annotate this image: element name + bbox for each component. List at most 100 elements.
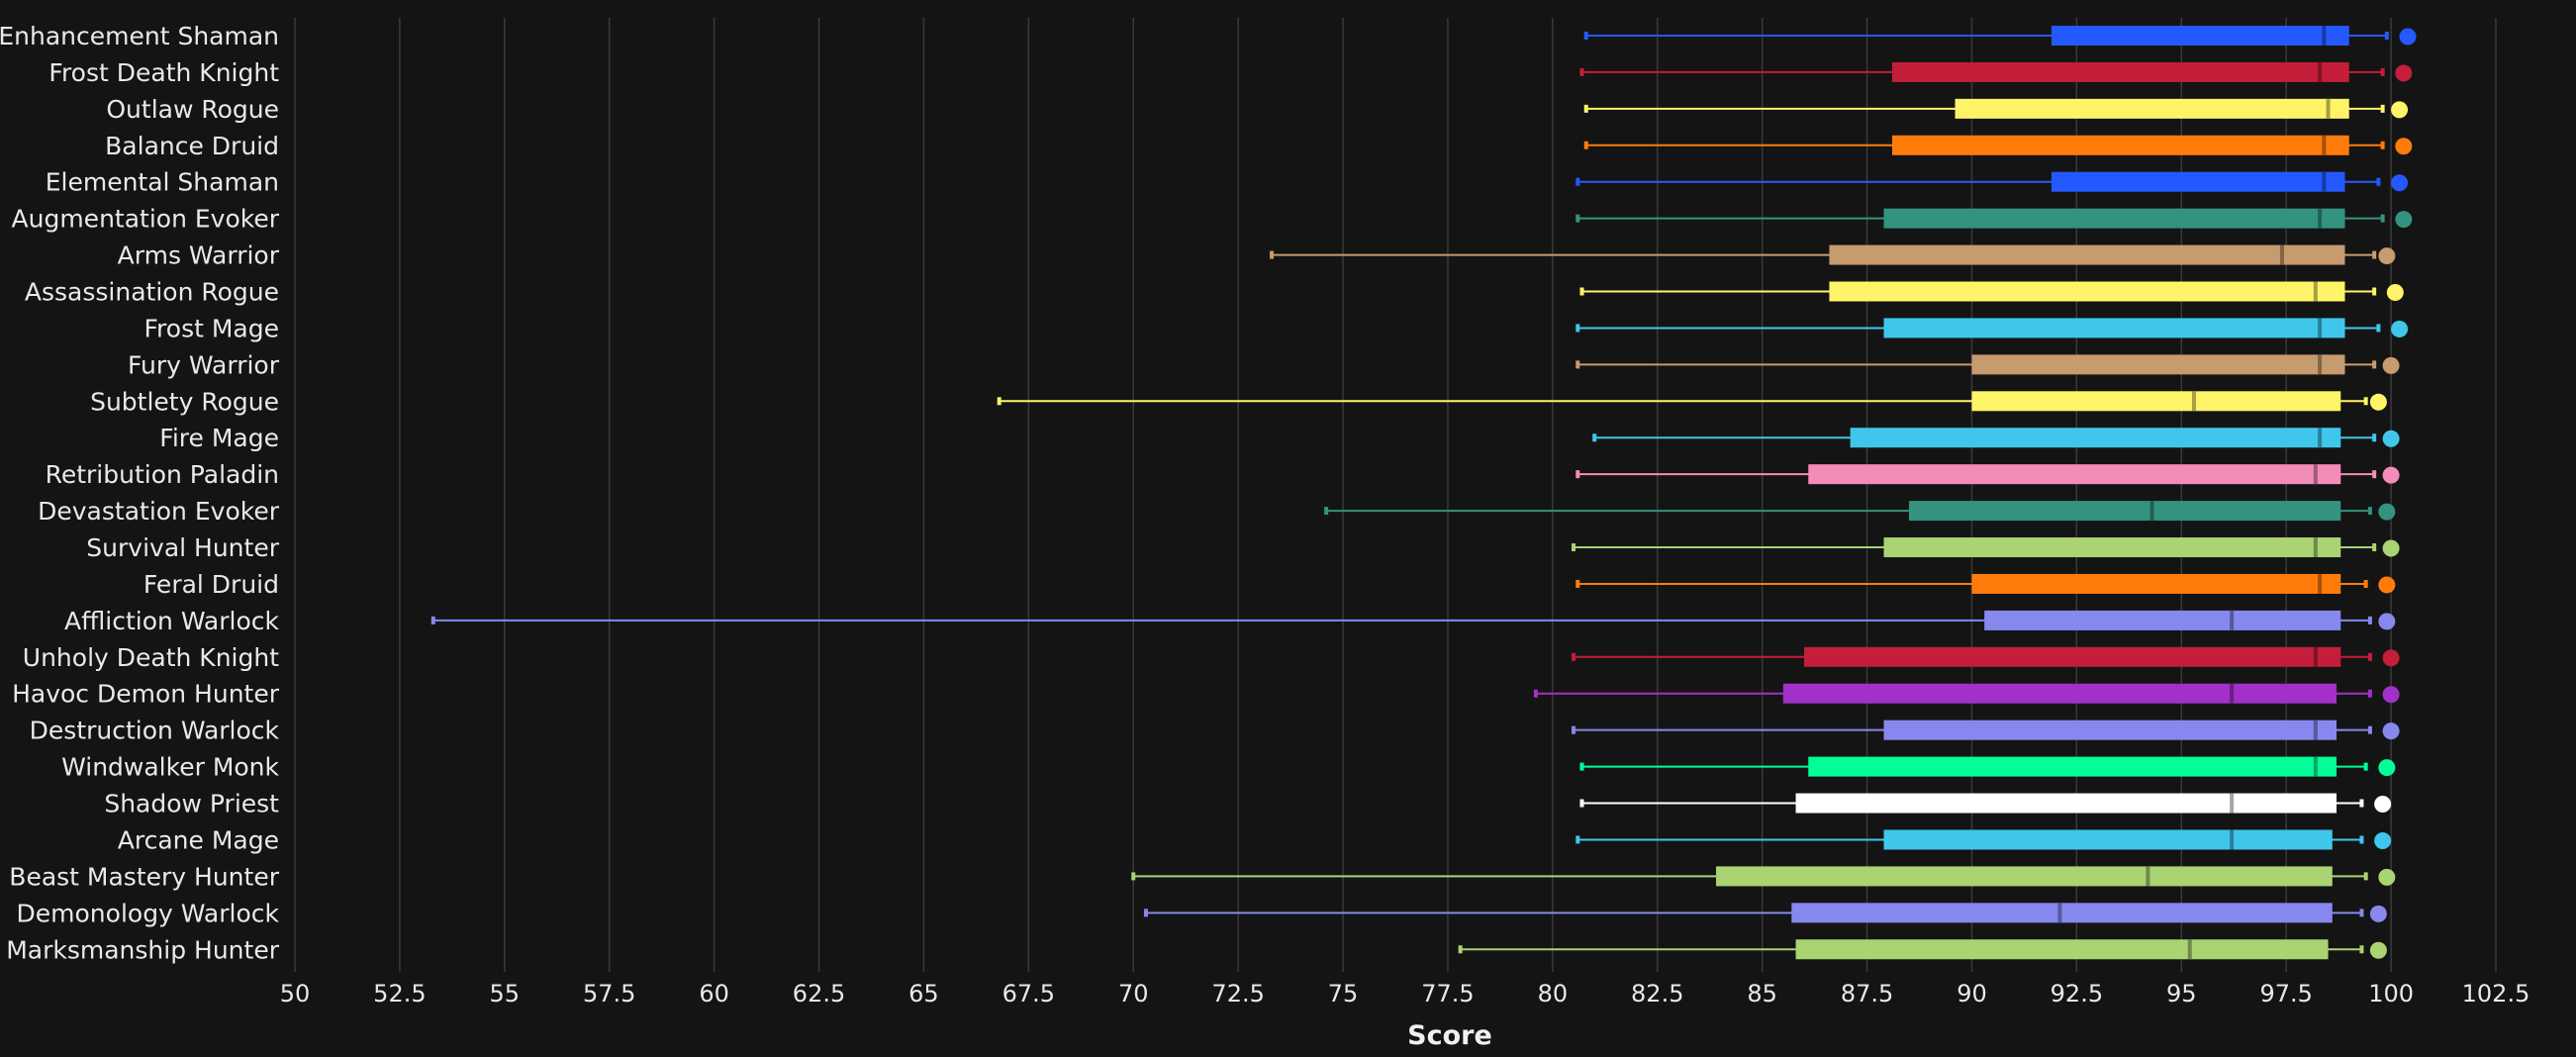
box-row [1572,720,2400,740]
max-point-dot [2369,393,2387,411]
box-row [1572,646,2400,667]
whisker-max-cap [2380,214,2385,223]
whisker-min-cap [1575,360,1580,369]
max-point-dot [2378,576,2396,594]
category-label: Windwalker Monk [61,753,279,782]
category-label: Destruction Warlock [30,717,280,745]
median-marker [2318,208,2323,229]
median-marker [2318,318,2323,338]
whisker-max-cap [2372,287,2377,296]
category-label: Balance Druid [105,132,279,160]
category-label: Arms Warrior [118,241,280,270]
max-point-dot [2378,247,2396,265]
x-tick-label: 65 [908,980,939,1008]
category-label: Havoc Demon Hunter [12,680,280,709]
box-row [1575,464,2400,485]
box-row [997,391,2387,412]
box-row [1572,537,2400,558]
box-iqr [1971,391,2341,412]
box-iqr [1795,939,2329,960]
whisker-max-cap [2372,470,2377,479]
whisker-min-cap [1575,324,1580,333]
whisker-min-cap [430,616,435,625]
category-label: Arcane Mage [118,825,279,854]
max-point-dot [2369,941,2387,959]
whisker-min-cap [1533,689,1538,698]
box-iqr [1829,244,2345,265]
box-row [1143,903,2387,923]
whisker-max-cap [2372,360,2377,369]
x-tick-label: 52.5 [373,980,426,1008]
box-row [1575,829,2392,850]
box-iqr [1891,135,2349,155]
whisker-max-cap [2372,543,2377,552]
x-tick-label: 67.5 [1002,980,1055,1008]
box-iqr [1883,537,2341,558]
max-point-dot [2374,831,2392,849]
whisker-min-cap [997,397,1002,406]
box-iqr [1971,573,2341,594]
box-iqr [2051,171,2345,192]
box-iqr [1883,208,2345,229]
whisker-min-cap [1458,945,1463,954]
category-label: Elemental Shaman [46,168,279,197]
box-iqr [1984,610,2341,630]
category-label: Survival Hunter [86,533,279,562]
box-row [1583,26,2417,46]
x-tick-label: 57.5 [583,980,635,1008]
x-tick-label: 80 [1538,980,1569,1008]
box-iqr [1971,354,2345,375]
x-tick-label: 55 [490,980,521,1008]
whisker-max-cap [2384,32,2389,40]
box-iqr [1883,318,2345,338]
whisker-min-cap [1579,762,1584,771]
median-marker [2279,244,2284,265]
median-marker [2313,720,2318,740]
x-tick-label: 62.5 [793,980,845,1008]
box-row [1533,683,2400,704]
whisker-min-cap [1579,287,1584,296]
max-point-dot [2382,430,2400,447]
x-tick-label: 90 [1956,980,1987,1008]
max-point-dot [2391,174,2409,192]
median-marker [2149,501,2154,522]
median-marker [2313,756,2318,777]
box-row [1579,281,2404,302]
whisker-min-cap [1575,214,1580,223]
whisker-max-cap [2363,579,2368,588]
category-label: Frost Death Knight [48,58,279,87]
max-point-dot [2382,722,2400,740]
max-point-dot [2378,759,2396,777]
x-tick-label: 75 [1328,980,1359,1008]
max-point-dot [2382,356,2400,374]
box-row [1592,428,2400,448]
box-row [1583,98,2409,119]
whisker-max-cap [2359,835,2364,844]
box-iqr [2051,26,2349,46]
median-marker [2146,866,2150,887]
median-marker [2313,537,2318,558]
box-iqr [1795,793,2337,814]
max-point-dot [2382,686,2400,704]
whisker-min-cap [1270,250,1275,259]
whisker-max-cap [2376,324,2381,333]
whisker-max-cap [2367,507,2372,516]
category-label: Enhancement Shaman [0,22,279,50]
max-point-dot [2395,211,2413,229]
category-label: Subtlety Rogue [90,387,279,416]
category-label: Feral Druid [143,570,279,599]
category-label: Fire Mage [159,424,279,452]
whisker-max-cap [2363,762,2368,771]
max-point-dot [2382,649,2400,667]
whisker-min-cap [1131,872,1136,881]
max-point-dot [2391,101,2409,119]
box-iqr [1883,829,2333,850]
whisker-min-cap [1572,652,1576,661]
whisker-min-cap [1324,507,1329,516]
category-label: Beast Mastery Hunter [9,862,279,891]
category-label: Shadow Priest [104,790,279,818]
x-tick-label: 87.5 [1841,980,1893,1008]
x-tick-label: 85 [1747,980,1777,1008]
max-point-dot [2386,284,2404,302]
